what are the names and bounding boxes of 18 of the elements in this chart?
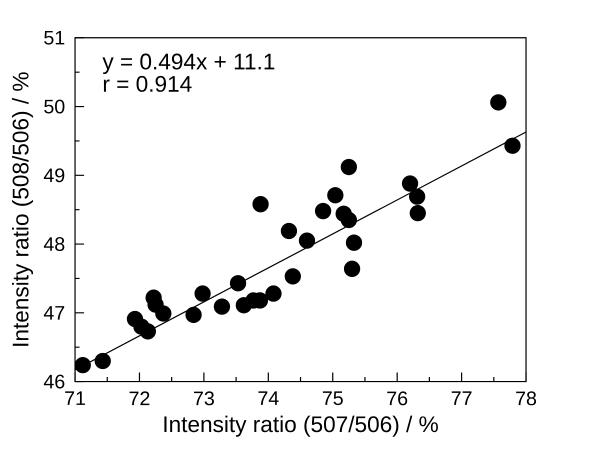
y-tick-label: 50	[44, 99, 64, 114]
x-tick-label: 75	[322, 391, 343, 405]
y-tick-label: 46	[44, 374, 64, 388]
y-tick-label: 48	[44, 236, 64, 251]
y-axis-title: Intensity ratio (508/506) / %	[12, 72, 34, 346]
x-tick-label: 73	[194, 391, 214, 406]
annotation: y = 0.494x + 11.1	[102, 53, 274, 74]
x-tick-label: 78	[516, 391, 536, 406]
y-tick-label: 49	[44, 168, 64, 182]
y-tick-label: 51	[44, 30, 64, 44]
x-tick-label: 71	[65, 391, 85, 405]
y-tick-label: 47	[44, 306, 64, 320]
x-tick-label: 77	[452, 391, 472, 405]
x-tick-label: 72	[130, 391, 150, 405]
x-axis-title: Intensity ratio (507/506) / %	[164, 415, 438, 437]
x-tick-label: 76	[387, 391, 408, 406]
annotation: r = 0.914	[104, 76, 192, 92]
x-tick-label: 74	[258, 391, 279, 405]
